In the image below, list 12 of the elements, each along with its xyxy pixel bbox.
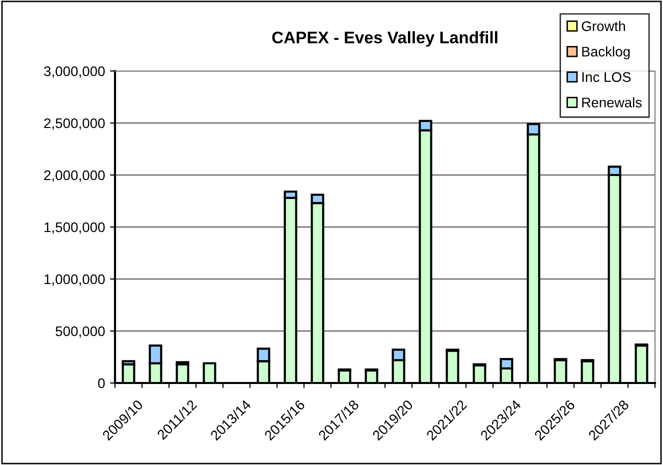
y-tick-label: 500,000 bbox=[56, 326, 105, 338]
legend-label: Renewals bbox=[582, 97, 642, 108]
legend-label: Growth bbox=[582, 20, 625, 32]
legend-label: Backlog bbox=[582, 46, 630, 60]
y-tick-label: 3,000,000 bbox=[44, 66, 105, 78]
y-tick-label: 2,500,000 bbox=[44, 118, 105, 130]
y-tick-label: 1,000,000 bbox=[44, 274, 105, 286]
legend-label: Inc LOS bbox=[582, 72, 631, 82]
y-tick-label: 2,000,000 bbox=[44, 170, 105, 182]
chart-title: CAPEX - Eves Valley Landfill bbox=[272, 31, 498, 47]
y-tick-label: 0 bbox=[98, 378, 105, 388]
y-tick-label: 1,500,000 bbox=[44, 222, 105, 234]
